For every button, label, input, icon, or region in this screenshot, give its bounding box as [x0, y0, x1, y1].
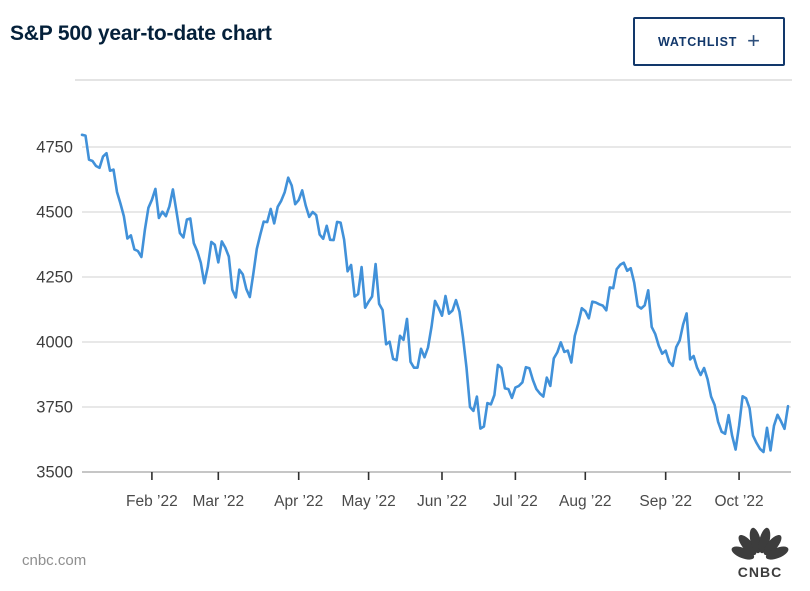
watchlist-button[interactable]: WATCHLIST +	[633, 17, 785, 66]
header-divider	[75, 79, 792, 81]
x-axis-label: Feb ’22	[126, 493, 178, 510]
y-axis-label: 4250	[36, 269, 73, 287]
source-watermark: cnbc.com	[22, 552, 87, 569]
y-axis-label: 3750	[36, 399, 73, 417]
plus-icon: +	[747, 27, 761, 53]
page-title: S&P 500 year-to-date chart	[10, 22, 272, 45]
x-axis-label: Sep ’22	[639, 493, 692, 510]
peacock-icon: CNBC	[731, 527, 789, 580]
cnbc-logo-text: CNBC	[738, 564, 782, 580]
ytd-line-chart[interactable]: 3500 3750 4000 4250 4500 4750 Feb ’22 Mar ’22 Ap…	[0, 0, 810, 530]
y-axis-label: 4000	[36, 334, 73, 352]
y-axis-label: 4750	[36, 139, 73, 157]
y-axis-label: 3500	[36, 464, 73, 482]
x-axis-label: Aug ’22	[559, 493, 612, 510]
x-axis-label: Mar ’22	[192, 493, 244, 510]
watchlist-button-label: WATCHLIST	[657, 34, 738, 49]
x-axis-label: Oct ’22	[715, 493, 764, 510]
cnbc-logo: CNBC	[726, 527, 794, 583]
x-axis-label: Jun ’22	[417, 493, 467, 510]
x-axis-label: Jul ’22	[493, 493, 538, 510]
y-axis-label: 4500	[36, 204, 73, 222]
sp500-price-line	[80, 133, 790, 454]
x-axis-label: May ’22	[341, 493, 395, 510]
x-axis-label: Apr ’22	[274, 493, 323, 510]
